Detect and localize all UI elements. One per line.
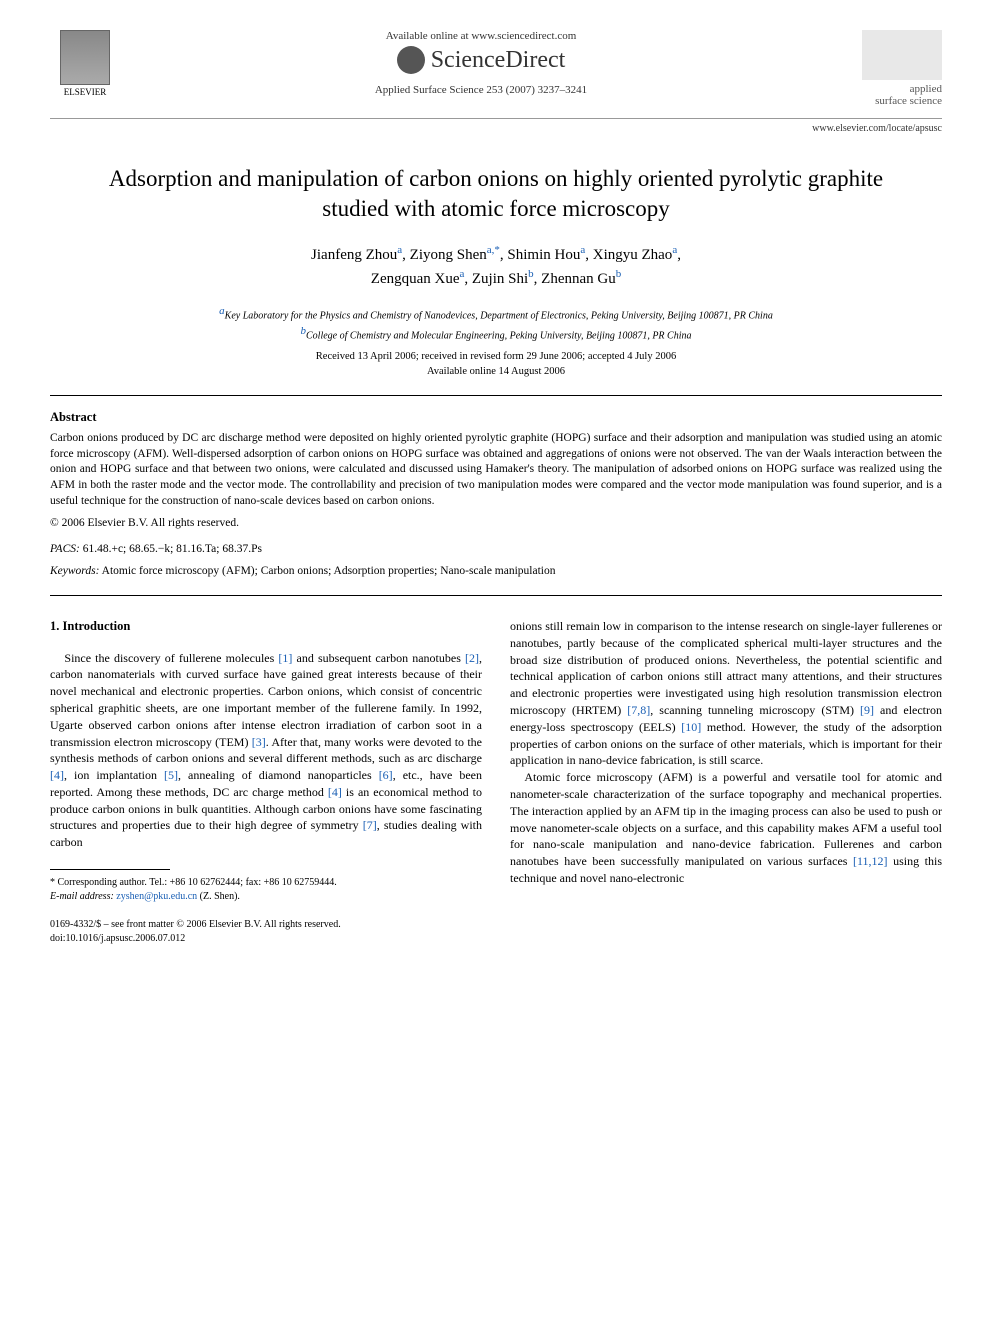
- abstract-bottom-rule: [50, 595, 942, 596]
- ref-4b[interactable]: [4]: [328, 785, 342, 799]
- received-date: Received 13 April 2006; received in revi…: [50, 351, 942, 362]
- pacs-line: PACS: 61.48.+c; 68.65.−k; 81.16.Ta; 68.3…: [50, 543, 942, 555]
- sciencedirect-logo: ScienceDirect: [120, 46, 842, 74]
- issn-line: 0169-4332/$ – see front matter © 2006 El…: [50, 918, 482, 932]
- email-address[interactable]: zyshen@pku.edu.cn: [114, 891, 197, 902]
- ref-4[interactable]: [4]: [50, 768, 64, 782]
- body-columns: 1. Introduction Since the discovery of f…: [50, 618, 942, 946]
- affiliation-b: College of Chemistry and Molecular Engin…: [306, 330, 692, 341]
- keywords-line: Keywords: Atomic force microscopy (AFM);…: [50, 565, 942, 577]
- abstract-top-rule: [50, 395, 942, 396]
- ref-10[interactable]: [10]: [681, 720, 701, 734]
- affiliation-a: Key Laboratory for the Physics and Chemi…: [225, 310, 773, 321]
- author-6: , Zujin Shi: [464, 271, 528, 287]
- journal-reference: Applied Surface Science 253 (2007) 3237–…: [120, 84, 842, 96]
- affiliations: aKey Laboratory for the Physics and Chem…: [50, 303, 942, 344]
- ref-2[interactable]: [2]: [465, 651, 479, 665]
- bottom-info: 0169-4332/$ – see front matter © 2006 El…: [50, 918, 482, 946]
- elsevier-tree-icon: [60, 30, 110, 85]
- keywords-label: Keywords:: [50, 565, 99, 577]
- author-5: Zengquan Xue: [371, 271, 460, 287]
- author-2: , Ziyong Shen: [402, 247, 487, 263]
- pacs-codes: 61.48.+c; 68.65.−k; 81.16.Ta; 68.37.Ps: [80, 543, 262, 555]
- column-left: 1. Introduction Since the discovery of f…: [50, 618, 482, 946]
- journal-name-2: surface science: [842, 95, 942, 107]
- sciencedirect-text: ScienceDirect: [431, 47, 566, 74]
- author-3: , Shimin Hou: [500, 247, 580, 263]
- journal-logo: applied surface science: [842, 30, 942, 107]
- email-line: E-mail address: zyshen@pku.edu.cn (Z. Sh…: [50, 890, 482, 904]
- footer-divider: [50, 869, 170, 870]
- authors: Jianfeng Zhou a , Ziyong Shena,*, Shimin H…: [50, 242, 942, 291]
- t2: and subsequent carbon nanotubes: [292, 651, 465, 665]
- header-divider: [50, 118, 942, 119]
- r2: , scanning tunneling microscopy (STM): [650, 703, 860, 717]
- intro-para-left: Since the discovery of fullerene molecul…: [50, 650, 482, 852]
- elsevier-label: ELSEVIER: [64, 87, 107, 97]
- column-right: onions still remain low in comparison to…: [510, 618, 942, 946]
- pacs-label: PACS:: [50, 543, 80, 555]
- ref-6[interactable]: [6]: [379, 768, 393, 782]
- abstract-heading: Abstract: [50, 410, 942, 425]
- t6: , annealing of diamond nanoparticles: [178, 768, 379, 782]
- ref-9[interactable]: [9]: [860, 703, 874, 717]
- elsevier-logo: ELSEVIER: [50, 30, 120, 110]
- journal-url[interactable]: www.elsevier.com/locate/apsusc: [50, 123, 942, 134]
- center-header: Available online at www.sciencedirect.co…: [120, 30, 842, 96]
- author-1: Jianfeng Zhou: [311, 247, 397, 263]
- sciencedirect-swoosh-icon: [397, 46, 425, 74]
- t1: Since the discovery of fullerene molecul…: [64, 651, 278, 665]
- abstract-copyright: © 2006 Elsevier B.V. All rights reserved…: [50, 517, 942, 529]
- ref-1[interactable]: [1]: [278, 651, 292, 665]
- keywords-text: Atomic force microscopy (AFM); Carbon on…: [99, 565, 555, 577]
- author-4: , Xingyu Zhao: [585, 247, 672, 263]
- ref-7[interactable]: [7]: [363, 818, 377, 832]
- journal-name-1: applied: [842, 83, 942, 95]
- article-title: Adsorption and manipulation of carbon on…: [90, 164, 902, 224]
- ref-5[interactable]: [5]: [164, 768, 178, 782]
- email-label: E-mail address:: [50, 891, 114, 902]
- intro-para-right-1: onions still remain low in comparison to…: [510, 618, 942, 769]
- header-row: ELSEVIER Available online at www.science…: [50, 30, 942, 110]
- author-7-sup: b: [616, 268, 622, 280]
- author-2-sup: a,*: [487, 244, 500, 256]
- ref-78[interactable]: [7,8]: [627, 703, 650, 717]
- t5: , ion implantation: [64, 768, 164, 782]
- ref-1112[interactable]: [11,12]: [853, 854, 888, 868]
- ref-3[interactable]: [3]: [252, 735, 266, 749]
- intro-para-right-2: Atomic force microscopy (AFM) is a power…: [510, 769, 942, 887]
- author-7: , Zhennan Gu: [534, 271, 616, 287]
- author-4-sup: a: [672, 244, 677, 256]
- abstract-text: Carbon onions produced by DC arc dischar…: [50, 431, 942, 509]
- email-author: (Z. Shen).: [197, 891, 240, 902]
- corresponding-author: * Corresponding author. Tel.: +86 10 627…: [50, 876, 482, 890]
- intro-heading: 1. Introduction: [50, 618, 482, 636]
- doi-line: doi:10.1016/j.apsusc.2006.07.012: [50, 932, 482, 946]
- journal-cover-icon: [862, 30, 942, 80]
- available-online-text: Available online at www.sciencedirect.co…: [120, 30, 842, 42]
- online-date: Available online 14 August 2006: [50, 366, 942, 377]
